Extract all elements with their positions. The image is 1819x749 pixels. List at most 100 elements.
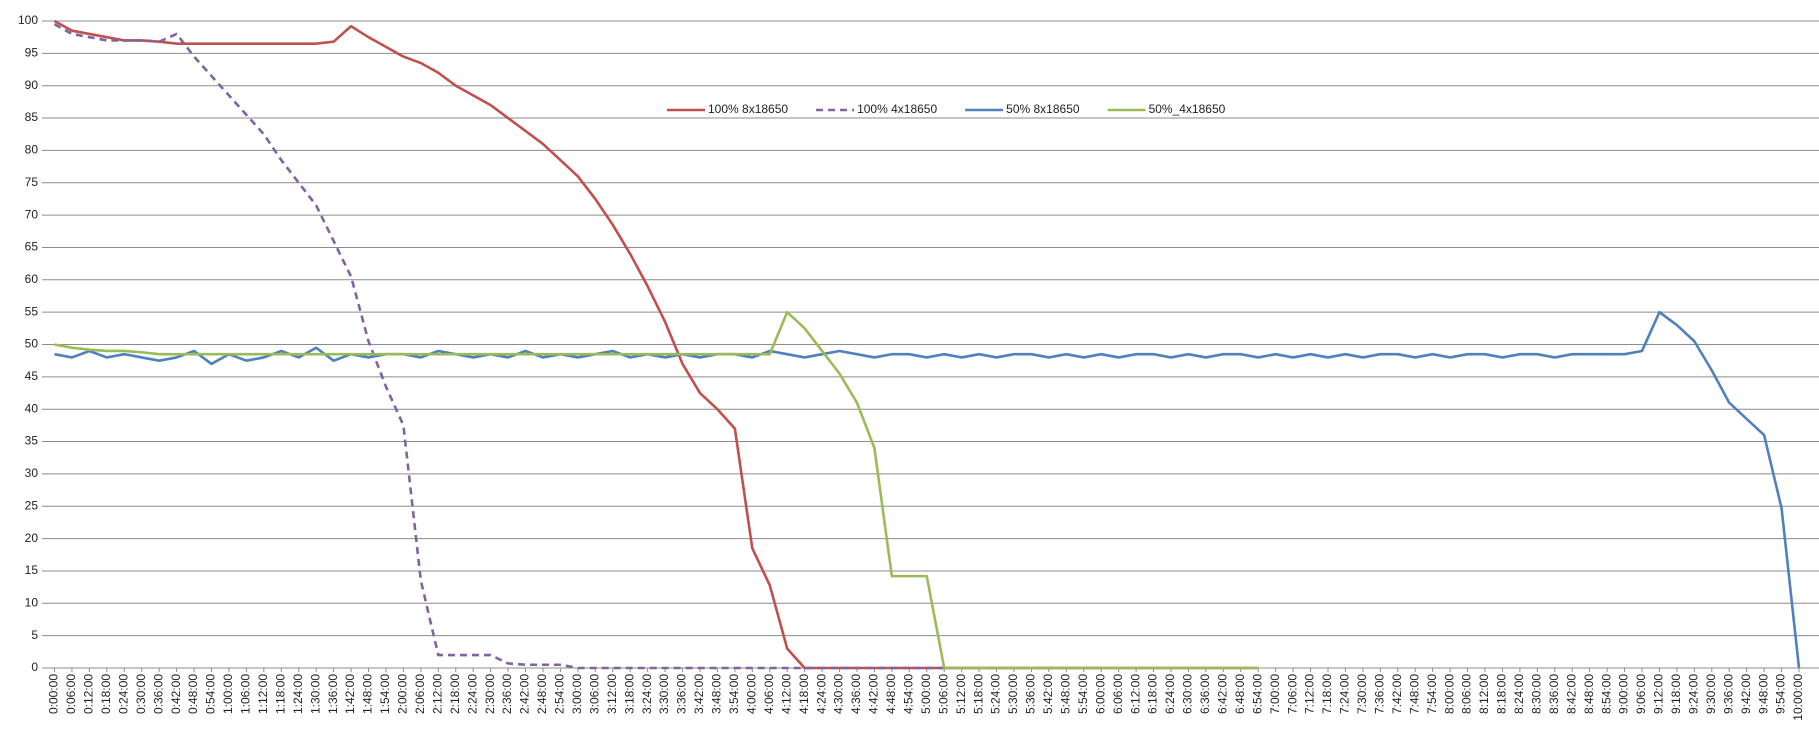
x-tick-label: 3:54:00 bbox=[727, 674, 741, 714]
x-tick-label: 5:36:00 bbox=[1024, 674, 1038, 714]
x-tick-label: 0:30:00 bbox=[134, 674, 148, 714]
x-tick-label: 6:00:00 bbox=[1093, 674, 1107, 714]
x-tick-label: 4:06:00 bbox=[762, 674, 776, 714]
x-tick-label: 8:18:00 bbox=[1495, 674, 1509, 714]
x-tick-label: 9:42:00 bbox=[1739, 674, 1753, 714]
y-tick-label: 70 bbox=[25, 207, 39, 221]
x-tick-label: 7:06:00 bbox=[1285, 674, 1299, 714]
x-tick-label: 4:42:00 bbox=[867, 674, 881, 714]
x-tick-label: 0:06:00 bbox=[64, 674, 78, 714]
x-tick-label: 6:30:00 bbox=[1181, 674, 1195, 714]
y-tick-label: 25 bbox=[25, 498, 39, 512]
x-tick-label: 5:48:00 bbox=[1058, 674, 1072, 714]
legend: 100% 8x18650 100% 4x18650 50% 8x18650 50%_4… bbox=[667, 102, 1226, 116]
x-tick-label: 2:30:00 bbox=[483, 674, 497, 714]
x-tick-label: 7:24:00 bbox=[1338, 674, 1352, 714]
x-tick-label: 8:24:00 bbox=[1512, 674, 1526, 714]
y-tick-label: 45 bbox=[25, 369, 39, 383]
x-tick-label: 2:18:00 bbox=[448, 674, 462, 714]
x-tick-label: 1:54:00 bbox=[378, 674, 392, 714]
x-tick-label: 4:00:00 bbox=[744, 674, 758, 714]
y-tick-label: 0 bbox=[31, 660, 38, 674]
x-tick-label: 5:54:00 bbox=[1076, 674, 1090, 714]
x-tick-label: 2:54:00 bbox=[553, 674, 567, 714]
x-tick-label: 2:12:00 bbox=[430, 674, 444, 714]
x-tick-label: 5:00:00 bbox=[919, 674, 933, 714]
x-tick-label: 9:06:00 bbox=[1634, 674, 1648, 714]
series-line bbox=[54, 310, 1259, 670]
x-tick-label: 9:36:00 bbox=[1721, 674, 1735, 714]
x-tick-label: 6:54:00 bbox=[1250, 674, 1264, 714]
x-tick-label: 9:00:00 bbox=[1617, 674, 1631, 714]
x-tick-label: 2:42:00 bbox=[518, 674, 532, 714]
x-tick-label: 1:42:00 bbox=[343, 674, 357, 714]
x-tick-label: 4:12:00 bbox=[779, 674, 793, 714]
y-tick-label: 80 bbox=[25, 143, 39, 157]
x-tick-label: 3:06:00 bbox=[587, 674, 601, 714]
x-tick-label: 1:36:00 bbox=[326, 674, 340, 714]
x-tick-label: 8:30:00 bbox=[1529, 674, 1543, 714]
x-tick-label: 5:18:00 bbox=[971, 674, 985, 714]
y-tick-label: 10 bbox=[25, 595, 39, 609]
x-tick-label: 6:12:00 bbox=[1128, 674, 1142, 714]
x-tick-label: 4:36:00 bbox=[849, 674, 863, 714]
x-tick-label: 2:00:00 bbox=[396, 674, 410, 714]
x-tick-label: 0:12:00 bbox=[82, 674, 96, 714]
x-tick-label: 6:24:00 bbox=[1163, 674, 1177, 714]
x-tick-label: 8:00:00 bbox=[1442, 674, 1456, 714]
x-tick-label: 8:12:00 bbox=[1477, 674, 1491, 714]
x-tick-label: 2:48:00 bbox=[535, 674, 549, 714]
x-tick-label: 7:12:00 bbox=[1303, 674, 1317, 714]
x-tick-label: 3:18:00 bbox=[622, 674, 636, 714]
x-tick-label: 2:06:00 bbox=[413, 674, 427, 714]
x-tick-label: 0:48:00 bbox=[186, 674, 200, 714]
legend-label: 100% 8x18650 bbox=[708, 102, 788, 116]
x-tick-label: 9:24:00 bbox=[1687, 674, 1701, 714]
x-tick-label: 4:48:00 bbox=[884, 674, 898, 714]
x-tick-label: 7:48:00 bbox=[1407, 674, 1421, 714]
x-tick-label: 2:36:00 bbox=[500, 674, 514, 714]
x-tick-label: 7:36:00 bbox=[1372, 674, 1386, 714]
x-tick-label: 1:06:00 bbox=[239, 674, 253, 714]
x-tick-label: 2:24:00 bbox=[465, 674, 479, 714]
y-tick-label: 85 bbox=[25, 110, 39, 124]
x-tick-label: 3:24:00 bbox=[640, 674, 654, 714]
x-tick-label: 7:00:00 bbox=[1268, 674, 1282, 714]
x-tick-label: 4:54:00 bbox=[901, 674, 915, 714]
x-tick-label: 6:36:00 bbox=[1198, 674, 1212, 714]
y-tick-label: 75 bbox=[25, 175, 39, 189]
x-tick-label: 6:48:00 bbox=[1233, 674, 1247, 714]
x-tick-label: 10:00:00 bbox=[1791, 674, 1805, 721]
x-tick-label: 1:48:00 bbox=[361, 674, 375, 714]
y-tick-label: 15 bbox=[25, 563, 39, 577]
x-tick-label: 9:12:00 bbox=[1652, 674, 1666, 714]
y-tick-label: 65 bbox=[25, 240, 39, 254]
y-tick-label: 20 bbox=[25, 531, 39, 545]
legend-label: 50%_4x18650 bbox=[1149, 102, 1226, 116]
x-tick-label: 0:24:00 bbox=[116, 674, 130, 714]
x-tick-label: 3:00:00 bbox=[570, 674, 584, 714]
x-tick-label: 5:30:00 bbox=[1006, 674, 1020, 714]
x-tick-label: 5:42:00 bbox=[1041, 674, 1055, 714]
y-tick-label: 60 bbox=[25, 272, 39, 286]
legend-label: 100% 4x18650 bbox=[857, 102, 937, 116]
x-tick-label: 5:06:00 bbox=[936, 674, 950, 714]
x-tick-label: 7:30:00 bbox=[1355, 674, 1369, 714]
y-tick-label: 35 bbox=[25, 434, 39, 448]
x-tick-label: 1:24:00 bbox=[291, 674, 305, 714]
series-line bbox=[53, 23, 1102, 670]
x-tick-label: 3:42:00 bbox=[692, 674, 706, 714]
y-tick-label: 55 bbox=[25, 304, 39, 318]
x-tick-label: 3:48:00 bbox=[710, 674, 724, 714]
y-tick-label: 5 bbox=[31, 628, 38, 642]
x-tick-label: 0:54:00 bbox=[204, 674, 218, 714]
x-tick-label: 8:54:00 bbox=[1599, 674, 1613, 714]
x-tick-label: 8:48:00 bbox=[1582, 674, 1596, 714]
x-tick-label: 6:06:00 bbox=[1111, 674, 1125, 714]
x-tick-label: 1:30:00 bbox=[308, 674, 322, 714]
x-tick-label: 3:30:00 bbox=[657, 674, 671, 714]
x-tick-label: 0:42:00 bbox=[169, 674, 183, 714]
x-tick-label: 5:12:00 bbox=[954, 674, 968, 714]
